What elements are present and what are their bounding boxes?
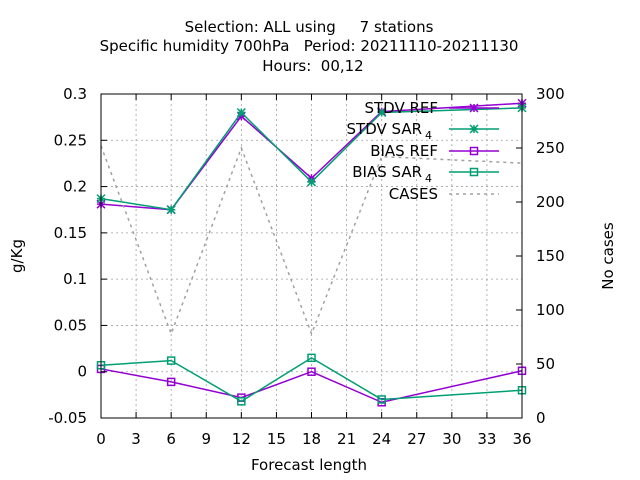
- data-point: [236, 107, 246, 118]
- y2-axis-label: No cases: [599, 222, 617, 290]
- y-tick-label: 0: [77, 363, 87, 381]
- series-line: [100, 145, 523, 336]
- x-tick-label: 3: [131, 430, 141, 448]
- x-tick-label: 36: [512, 430, 531, 448]
- data-point: [377, 107, 387, 118]
- x-tick-label: 33: [477, 430, 496, 448]
- y-tick-label: 0.1: [63, 270, 87, 288]
- series-line: [100, 368, 523, 404]
- y2-tick-label: 150: [536, 247, 565, 265]
- y2-tick-label: 100: [536, 301, 565, 319]
- x-axis-label: Forecast length: [251, 456, 367, 474]
- series-line: [100, 356, 523, 403]
- data-point: [306, 177, 317, 187]
- series-cases: [100, 145, 523, 336]
- legend-label-text: STDV REF: [364, 99, 438, 117]
- data-point: [307, 367, 316, 376]
- y-axis-label: g/Kg: [8, 239, 26, 273]
- y-tick-label: -0.05: [48, 409, 87, 427]
- data-point: [469, 167, 479, 177]
- series-layer: [96, 98, 527, 407]
- x-tick-label: 9: [201, 430, 211, 448]
- y-tick-label: 0.05: [54, 316, 87, 334]
- ticks: 0 3 6 9 12 15 18 21 24 27 30 33 36-0.0500.050.10.150…: [48, 85, 564, 448]
- legend-label: BIAS SAR 4: [352, 163, 432, 185]
- x-tick-label: 12: [232, 430, 251, 448]
- x-tick-label: 15: [267, 430, 286, 448]
- y-tick-label: 0.3: [63, 85, 87, 103]
- y2-tick-label: 200: [536, 193, 565, 211]
- data-point: [166, 205, 176, 215]
- x-tick-label: 24: [372, 430, 391, 448]
- legend-entry: BIAS REF: [370, 142, 499, 160]
- legend-label: STDV REF: [364, 99, 438, 117]
- legend-label-text: CASES: [389, 185, 438, 203]
- series-line: [100, 107, 523, 211]
- legend-entry: STDV REF: [364, 99, 499, 117]
- data-point: [307, 353, 316, 363]
- legend-label-text: BIAS SAR: [352, 163, 422, 181]
- y-tick-label: 0.2: [63, 178, 87, 196]
- x-tick-label: 21: [337, 430, 356, 448]
- legend-entry: CASES: [389, 185, 499, 203]
- y2-tick-label: 50: [536, 355, 555, 373]
- series-bias-sar-4: [96, 353, 527, 406]
- x-tick-label: 30: [442, 430, 461, 448]
- legend-entry: STDV SAR 4: [347, 120, 499, 142]
- title-line-2: Specific humidity 700hPa Period: 2021111…: [100, 37, 519, 55]
- chart-title: Selection: ALL using 7 stations Specific…: [100, 18, 519, 75]
- grid: [101, 94, 522, 418]
- data-point: [237, 397, 246, 406]
- legend-label-text: STDV SAR: [347, 120, 422, 138]
- title-line-1: Selection: ALL using 7 stations: [185, 18, 434, 36]
- x-tick-label: 0: [96, 430, 106, 448]
- data-point: [469, 124, 479, 134]
- legend-label: CASES: [389, 185, 438, 203]
- legend-label: BIAS REF: [370, 142, 438, 160]
- y2-tick-label: 300: [536, 85, 565, 103]
- title-line-3: Hours: 00,12: [262, 57, 363, 75]
- legend-label-subscript: 4: [425, 172, 432, 185]
- x-tick-label: 27: [407, 430, 426, 448]
- y-tick-label: 0.15: [54, 224, 87, 242]
- x-tick-label: 6: [166, 430, 176, 448]
- series-stdv-ref: [96, 98, 527, 215]
- y-tick-label: 0.25: [54, 131, 87, 149]
- data-point: [166, 356, 176, 365]
- legend-label-subscript: 4: [425, 129, 432, 142]
- legend-entry: BIAS SAR 4: [352, 163, 499, 185]
- data-point: [166, 377, 176, 387]
- y2-tick-label: 0: [536, 409, 546, 427]
- data-point: [469, 146, 479, 156]
- y2-tick-label: 250: [536, 139, 565, 157]
- legend-label: STDV SAR 4: [347, 120, 432, 142]
- data-point: [469, 103, 479, 113]
- legend-label-text: BIAS REF: [370, 142, 438, 160]
- data-point: [377, 395, 386, 404]
- x-tick-label: 18: [302, 430, 321, 448]
